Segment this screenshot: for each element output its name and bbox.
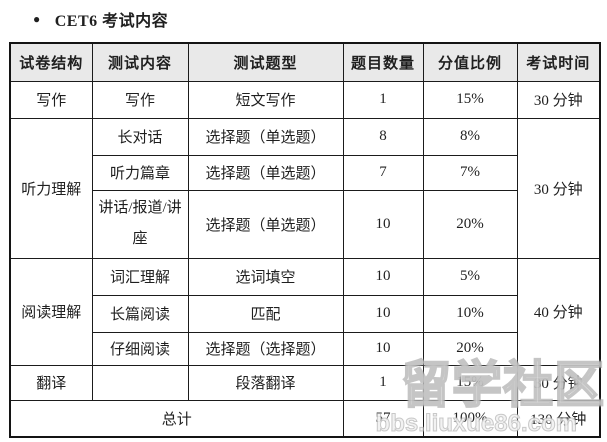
table-row-translation: 翻译 段落翻译 1 15% 30 分钟 [9, 364, 601, 401]
table-row-writing: 写作 写作 短文写作 1 15% 30 分钟 [9, 80, 601, 119]
table-cell: 10 [342, 294, 424, 333]
table-cell: 1 [342, 364, 424, 401]
table-header-row: 试卷结构 测试内容 测试题型 题目数量 分值比例 考试时间 [9, 42, 601, 82]
table-cell: 10 [342, 189, 424, 259]
col-header-question-type: 测试题型 [187, 42, 344, 82]
table-cell: 长对话 [91, 117, 189, 156]
col-header-exam-time: 考试时间 [516, 42, 601, 82]
table-cell: 选择题（单选题） [187, 117, 344, 156]
table-cell-total-time: 130 分钟 [516, 399, 601, 438]
table-cell: 选择题（单选题） [187, 189, 344, 259]
table-cell: 1 [342, 80, 424, 119]
section-heading: ● CET6 考试内容 [33, 7, 168, 31]
table-cell: 短文写作 [187, 80, 344, 119]
table-cell: 仔细阅读 [91, 331, 189, 366]
table-cell-section-listening: 听力理解 [9, 117, 93, 259]
table-cell-empty [91, 364, 189, 401]
table-cell: 选词填空 [187, 257, 344, 296]
table-cell: 翻译 [9, 364, 93, 401]
bullet-icon: ● [33, 12, 41, 26]
table-cell: 8% [422, 117, 518, 156]
table-cell: 词汇理解 [91, 257, 189, 296]
table-cell: 选择题（选择题） [187, 331, 344, 366]
table-row-listening-talks: 讲话/报道/讲座 选择题（单选题） 10 20% [10, 189, 600, 259]
table-cell: 10% [422, 294, 518, 333]
table-row-reading-careful: 仔细阅读 选择题（选择题） 10 20% [10, 331, 600, 366]
table-cell-total-count: 57 [342, 399, 424, 438]
table-cell-section-reading: 阅读理解 [9, 257, 93, 366]
table-row-reading-long: 长篇阅读 匹配 10 10% [10, 294, 600, 333]
table-row-reading-vocabulary: 阅读理解 词汇理解 选词填空 10 5% 40 分钟 [9, 257, 601, 366]
page-title: CET6 考试内容 [54, 13, 169, 30]
table-cell: 30 分钟 [516, 364, 601, 401]
table-cell: 7% [422, 154, 518, 191]
table-cell: 写作 [9, 80, 93, 119]
table-cell: 20% [422, 331, 518, 366]
table-cell: 7 [342, 154, 424, 191]
col-header-score-ratio: 分值比例 [422, 42, 518, 82]
table-cell: 长篇阅读 [91, 294, 189, 333]
table-cell: 5% [422, 257, 518, 296]
cet6-exam-table: 试卷结构 测试内容 测试题型 题目数量 分值比例 考试时间 写作 写作 短文写作… [9, 42, 601, 438]
col-header-paper-structure: 试卷结构 [9, 42, 93, 82]
table-cell-listening-time: 30 分钟 [516, 117, 601, 259]
table-row-total: 总计 57 100% 130 分钟 [9, 399, 601, 438]
table-cell: 段落翻译 [187, 364, 344, 401]
table-cell: 15% [422, 80, 518, 119]
table-cell: 10 [342, 331, 424, 366]
table-cell-reading-time: 40 分钟 [516, 257, 601, 366]
col-header-question-count: 题目数量 [342, 42, 424, 82]
table-cell: 选择题（单选题） [187, 154, 344, 191]
table-cell-total-label: 总计 [9, 399, 344, 438]
table-cell: 30 分钟 [516, 80, 601, 119]
table-cell: 匹配 [187, 294, 344, 333]
table-cell: 8 [342, 117, 424, 156]
table-row-listening-passages: 听力篇章 选择题（单选题） 7 7% [10, 154, 600, 191]
table-cell: 讲话/报道/讲座 [91, 189, 189, 259]
table-cell: 20% [422, 189, 518, 259]
col-header-test-content: 测试内容 [91, 42, 189, 82]
table-cell: 写作 [91, 80, 189, 119]
table-cell: 15% [422, 364, 518, 401]
table-cell: 听力篇章 [91, 154, 189, 191]
table-row-listening-long-dialogue: 听力理解 长对话 选择题（单选题） 8 8% 30 分钟 [9, 117, 601, 259]
table-cell: 10 [342, 257, 424, 296]
table-cell-total-ratio: 100% [422, 399, 518, 438]
